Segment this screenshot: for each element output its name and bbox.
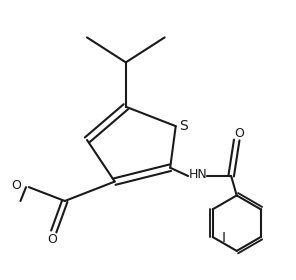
Text: I: I [221,231,225,245]
Text: O: O [47,233,57,246]
Text: O: O [11,179,21,192]
Text: O: O [234,127,244,140]
Text: HN: HN [189,168,207,181]
Text: S: S [179,119,188,133]
